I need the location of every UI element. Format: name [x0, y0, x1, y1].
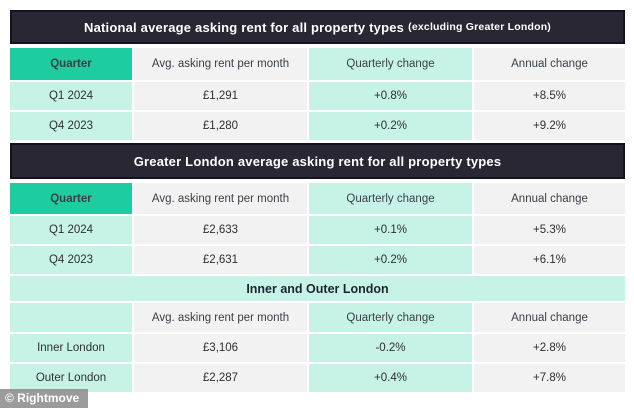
rent-cell: £2,633 [134, 216, 307, 244]
column-header-quarterly-change: Quarterly change [309, 183, 472, 214]
rent-cell: £2,287 [134, 364, 307, 392]
annual-change-cell: +5.3% [474, 216, 625, 244]
greater-london-table-title: Greater London average asking rent for a… [133, 153, 502, 169]
national-table-title-note: (excluding Greater London) [408, 21, 551, 33]
column-header-avg-rent: Avg. asking rent per month [134, 183, 307, 214]
annual-change-cell: +9.2% [474, 112, 625, 140]
rent-cell: £1,291 [134, 82, 307, 110]
quarterly-change-cell: +0.2% [309, 112, 472, 140]
table-row: Q1 2024 £1,291 +0.8% +8.5% [10, 82, 625, 110]
inner-outer-london-title-banner: Inner and Outer London [10, 276, 625, 301]
quarterly-change-cell: +0.4% [309, 364, 472, 392]
column-header-quarter: Quarter [10, 48, 132, 80]
table-row: Inner London £3,106 -0.2% +2.8% [10, 334, 625, 362]
column-header-blank [10, 303, 132, 332]
quarterly-change-cell: +0.8% [309, 82, 472, 110]
column-header-quarterly-change: Quarterly change [309, 48, 472, 80]
area-cell: Inner London [10, 334, 132, 362]
quarter-cell: Q4 2023 [10, 112, 132, 140]
column-header-quarter: Quarter [10, 183, 132, 214]
national-header-row: Quarter Avg. asking rent per month Quart… [10, 48, 625, 80]
quarterly-change-cell: +0.2% [309, 246, 472, 274]
greater-london-table-title-banner: Greater London average asking rent for a… [10, 143, 625, 179]
quarter-cell: Q1 2024 [10, 82, 132, 110]
inner-outer-london-title: Inner and Outer London [246, 281, 389, 296]
column-header-avg-rent: Avg. asking rent per month [134, 303, 307, 332]
column-header-avg-rent: Avg. asking rent per month [134, 48, 307, 80]
quarter-cell: Q4 2023 [10, 246, 132, 274]
annual-change-cell: +7.8% [474, 364, 625, 392]
quarterly-change-cell: +0.1% [309, 216, 472, 244]
column-header-annual-change: Annual change [474, 48, 625, 80]
rent-cell: £1,280 [134, 112, 307, 140]
column-header-annual-change: Annual change [474, 183, 625, 214]
greater-london-header-row: Quarter Avg. asking rent per month Quart… [10, 183, 625, 214]
quarterly-change-cell: -0.2% [309, 334, 472, 362]
column-header-annual-change: Annual change [474, 303, 625, 332]
rent-tables: National average asking rent for all pro… [10, 10, 625, 394]
national-table-title: National average asking rent for all pro… [83, 19, 405, 35]
table-row: Q4 2023 £1,280 +0.2% +9.2% [10, 112, 625, 140]
national-table-title-banner: National average asking rent for all pro… [10, 10, 625, 44]
table-row: Outer London £2,287 +0.4% +7.8% [10, 364, 625, 392]
column-header-quarterly-change: Quarterly change [309, 303, 472, 332]
table-row: Q4 2023 £2,631 +0.2% +6.1% [10, 246, 625, 274]
rightmove-watermark: © Rightmove [0, 389, 89, 408]
rent-cell: £2,631 [134, 246, 307, 274]
annual-change-cell: +6.1% [474, 246, 625, 274]
rent-cell: £3,106 [134, 334, 307, 362]
area-cell: Outer London [10, 364, 132, 392]
annual-change-cell: +2.8% [474, 334, 625, 362]
annual-change-cell: +8.5% [474, 82, 625, 110]
inner-outer-header-row: Avg. asking rent per month Quarterly cha… [10, 303, 625, 332]
quarter-cell: Q1 2024 [10, 216, 132, 244]
table-row: Q1 2024 £2,633 +0.1% +5.3% [10, 216, 625, 244]
